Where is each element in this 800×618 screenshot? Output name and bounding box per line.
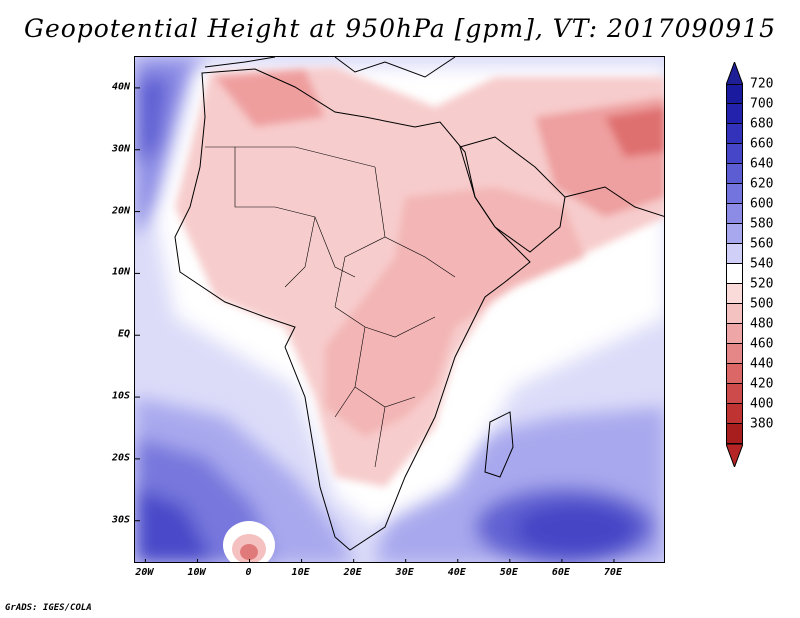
colorbar-label: 480 <box>750 316 774 332</box>
lat-label: 10N <box>111 266 130 278</box>
colorbar-segment <box>726 404 743 424</box>
colorbar-label: 400 <box>750 396 774 412</box>
colorbar-label: 420 <box>750 376 774 392</box>
grads-credit: GrADS: IGES/COLA <box>5 603 92 613</box>
lon-label: 10W <box>187 567 206 578</box>
arabia-coastline <box>459 136 566 253</box>
colorbar-segment <box>726 204 743 224</box>
colorbar-segment <box>726 184 743 204</box>
map-canvas <box>135 57 664 562</box>
lat-label: 30N <box>111 143 130 155</box>
lon-label: 70E <box>603 567 622 578</box>
colorbar-segment <box>726 164 743 184</box>
graticule-ticks <box>135 87 615 562</box>
low-center-southwest <box>223 521 275 562</box>
map-panel[interactable] <box>134 56 665 563</box>
map-title: Geopotential Height at 950hPa [gpm], VT:… <box>23 14 777 43</box>
colorbar-label: 660 <box>750 136 774 152</box>
colorbar-segment <box>726 104 743 124</box>
colorbar-segment <box>726 264 743 284</box>
colorbar-label: 680 <box>750 116 774 132</box>
colorbar-bottom-arrow <box>726 444 743 467</box>
coastlines <box>174 57 664 551</box>
borders <box>205 146 456 468</box>
colorbar-label: 500 <box>750 296 774 312</box>
colorbar-segment <box>726 84 743 104</box>
colorbar-top-arrow <box>726 62 743 85</box>
lon-label: 0 <box>245 567 252 578</box>
colorbar-label: 700 <box>750 96 774 112</box>
colorbar-segment <box>726 424 743 444</box>
colorbar-segment <box>726 344 743 364</box>
lon-label: 20W <box>135 567 154 578</box>
lon-label: 10E <box>291 567 310 578</box>
lon-label: 60E <box>551 567 570 578</box>
lat-label: 20N <box>111 205 130 217</box>
colorbar-label: 540 <box>750 256 774 272</box>
colorbar-segment <box>726 284 743 304</box>
colorbar-label: 520 <box>750 276 774 292</box>
africa-coastline <box>174 68 531 551</box>
colorbar-segment <box>726 224 743 244</box>
lat-label: 20S <box>111 452 130 464</box>
lat-label: 40N <box>111 81 130 93</box>
lat-label: EQ <box>117 328 130 340</box>
lat-label: 10S <box>111 390 130 402</box>
colorbar-segment <box>726 244 743 264</box>
lon-label: 40E <box>447 567 466 578</box>
colorbar-label: 600 <box>750 196 774 212</box>
colorbar-segment <box>726 384 743 404</box>
colorbar-label: 560 <box>750 236 774 252</box>
colorbar-label: 380 <box>750 416 774 432</box>
colorbar-label: 580 <box>750 216 774 232</box>
colorbar-segment <box>726 324 743 344</box>
colorbar-label: 440 <box>750 356 774 372</box>
lon-label: 30E <box>395 567 414 578</box>
high-height-fields <box>135 57 664 562</box>
madagascar <box>484 411 514 478</box>
lon-label: 50E <box>499 567 518 578</box>
colorbar <box>726 84 743 444</box>
colorbar-segment <box>726 124 743 144</box>
asia-coastline <box>564 186 664 217</box>
colorbar-label: 720 <box>750 76 774 92</box>
colorbar-segment <box>726 364 743 384</box>
colorbar-segment <box>726 144 743 164</box>
low-height-fields <box>175 67 664 487</box>
lon-label: 20E <box>343 567 362 578</box>
europe-coastline <box>204 57 456 78</box>
colorbar-label: 460 <box>750 336 774 352</box>
colorbar-label: 640 <box>750 156 774 172</box>
colorbar-label: 620 <box>750 176 774 192</box>
lat-label: 30S <box>111 514 130 526</box>
colorbar-segment <box>726 304 743 324</box>
